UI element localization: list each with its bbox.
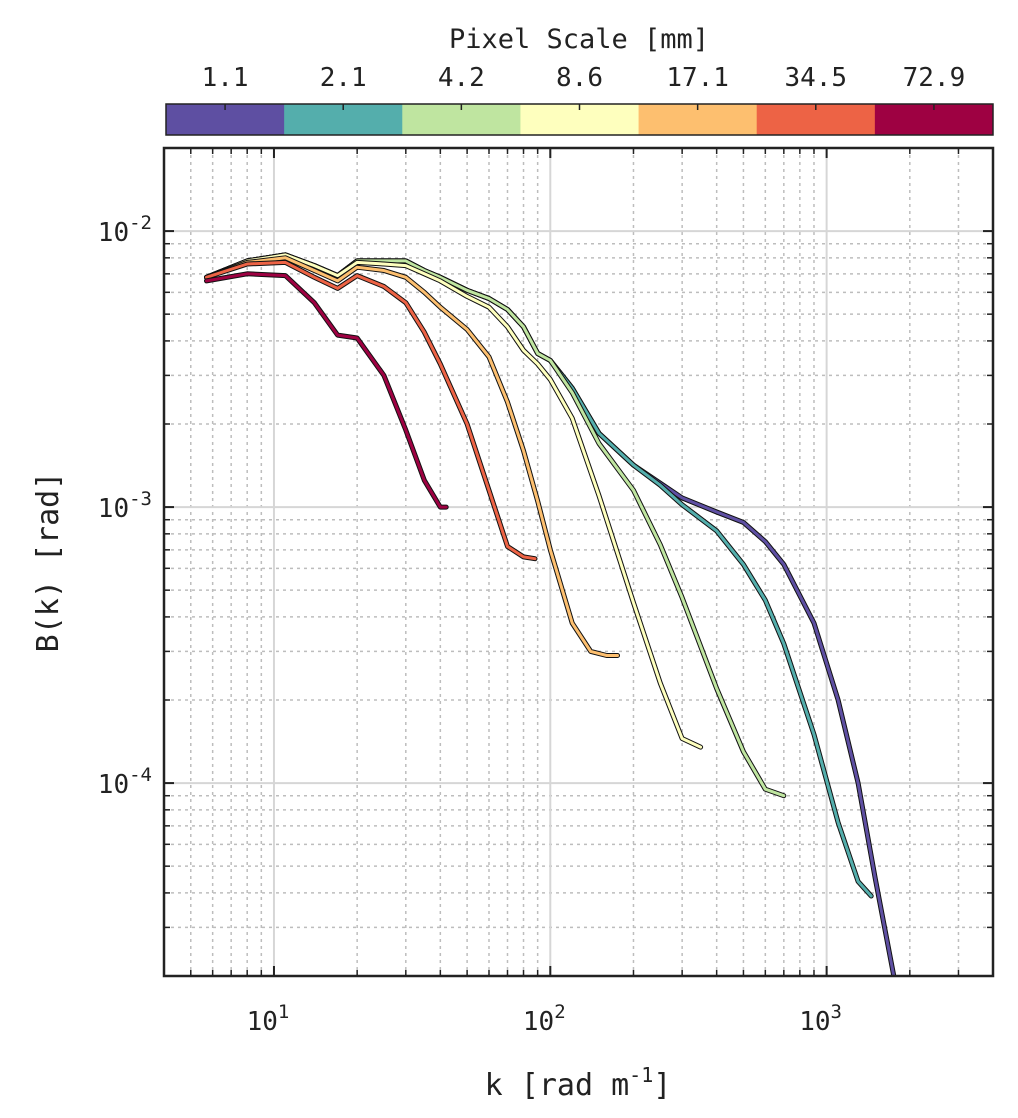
y-tick-label-base: 10	[98, 218, 129, 248]
y-tick-label: 10-3	[98, 488, 152, 524]
colorbar-label-3: 4.2	[438, 63, 485, 93]
y-tick-label-exp: -4	[129, 764, 152, 786]
series-line-4	[205, 253, 703, 749]
colorbar-label-6: 34.5	[784, 63, 847, 93]
series-line-6	[205, 260, 537, 561]
series-line-5	[205, 256, 619, 657]
colorbar-label-7: 72.9	[903, 63, 966, 93]
colorbar-labels: 1.1 2.1 4.2 8.6 17.1 34.5 72.9	[202, 63, 966, 93]
x-tick-label: 103	[799, 1001, 842, 1037]
colorbar-label-5: 17.1	[666, 63, 729, 93]
x-axis-label-base: k [rad m	[485, 1068, 630, 1103]
series-group	[204, 252, 897, 976]
x-axis-label: k [rad m-1]	[485, 1063, 672, 1103]
y-tick-label-base: 10	[98, 494, 129, 524]
colorbar-frame	[165, 103, 994, 136]
plot-area: 101 102 103 10-410-310-2	[98, 146, 995, 1037]
colorbar-label-4: 8.6	[556, 63, 603, 93]
x-tick-label-base: 10	[523, 1007, 554, 1037]
series-line-7	[205, 272, 448, 509]
x-tick-labels: 101 102 103	[247, 1001, 842, 1037]
colorbar-title: Pixel Scale [mm]	[449, 24, 709, 55]
plot-frame	[162, 146, 995, 978]
x-tick-label-exp: 2	[554, 1001, 565, 1023]
plot-background	[164, 148, 993, 976]
x-axis-label-sup: -1	[629, 1063, 653, 1087]
y-tick-label-exp: -3	[129, 488, 152, 510]
y-axis-label: B(k) [rad]	[31, 472, 66, 653]
x-tick-label-base: 10	[247, 1007, 278, 1037]
grid-major	[164, 148, 993, 976]
colorbar-label-2: 2.1	[320, 63, 367, 93]
y-tick-label-base: 10	[98, 770, 129, 800]
colorbar-label-1: 1.1	[202, 63, 249, 93]
x-tick-label-exp: 3	[831, 1001, 842, 1023]
colorbar-ticks	[224, 104, 935, 110]
x-tick-label-base: 10	[799, 1007, 830, 1037]
y-tick-label: 10-4	[98, 764, 152, 800]
x-axis-label-tail: ]	[653, 1068, 671, 1103]
x-tick-label-exp: 1	[278, 1001, 289, 1023]
colorbar: Pixel Scale [mm] 1.1 2.1 4.2 8.6 17.1 34.5 72.…	[165, 24, 994, 136]
x-tick-label: 101	[247, 1001, 290, 1037]
y-tick-label: 10-2	[98, 212, 152, 248]
x-tick-label: 102	[523, 1001, 566, 1037]
y-tick-labels: 10-410-310-2	[98, 212, 152, 800]
y-tick-label-exp: -2	[129, 212, 152, 234]
